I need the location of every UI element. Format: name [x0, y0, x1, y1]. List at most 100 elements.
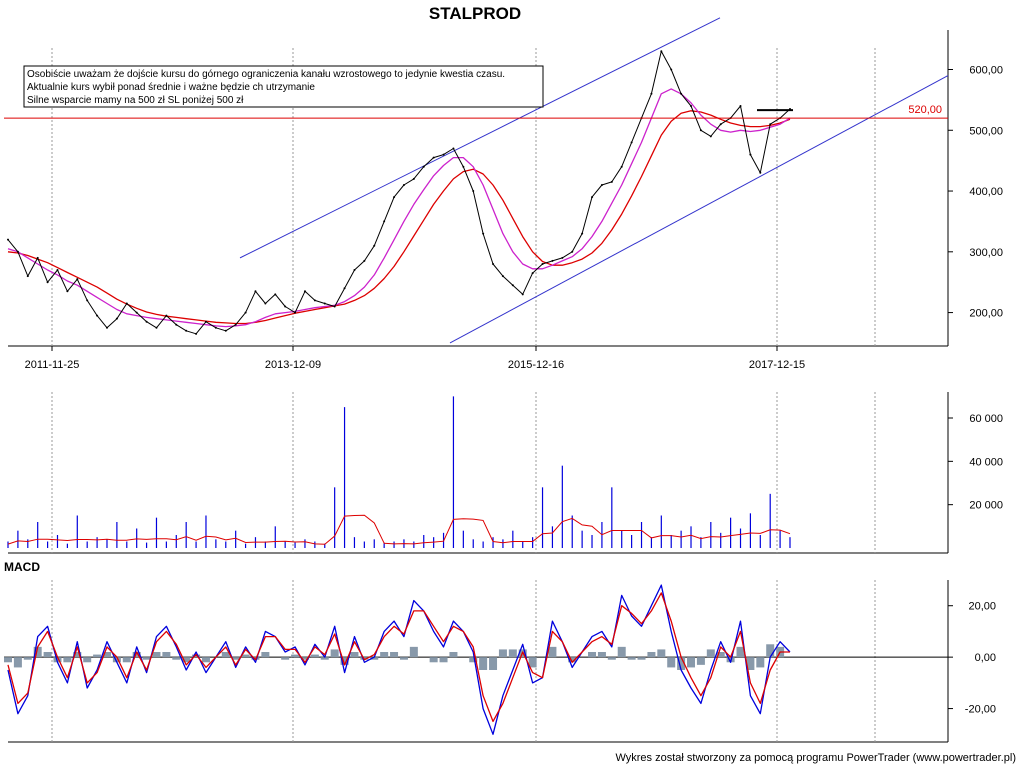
macd-histogram-bar: [281, 657, 290, 660]
macd-histogram-bar: [261, 652, 270, 658]
macd-histogram-bar: [479, 657, 488, 670]
macd-histogram-bar: [4, 657, 12, 663]
macd-histogram-bar: [162, 652, 171, 658]
macd-histogram-bar: [607, 657, 616, 660]
macd-histogram-bar: [241, 654, 250, 658]
price-point: [670, 68, 673, 71]
macd-histogram-bar: [310, 654, 319, 658]
price-point: [442, 153, 445, 156]
macd-histogram-bar: [687, 657, 696, 668]
macd-series: [4, 584, 791, 735]
price-point: [36, 256, 39, 259]
short-moving-average-line: [7, 88, 791, 328]
price-y-tick-label: 500,00: [969, 125, 1003, 137]
macd-histogram-bar: [102, 652, 111, 658]
price-point: [274, 293, 277, 296]
annotation-box: Osobiście uważam że dojście kursu do gór…: [23, 65, 544, 108]
price-point: [294, 311, 297, 314]
macd-histogram-bar: [627, 657, 636, 660]
macd-histogram-bar: [83, 657, 92, 663]
annotation-frame: [23, 65, 544, 108]
macd-histogram-bar: [399, 657, 408, 660]
price-point: [234, 323, 237, 326]
price-point: [521, 293, 524, 296]
macd-histogram-bar: [201, 657, 210, 663]
volume-panel: 20 000 40 000 60 000: [7, 392, 1003, 554]
price-point: [244, 311, 247, 314]
macd-histogram-bar: [142, 657, 151, 660]
lower-channel-line: [449, 75, 949, 344]
footer-credit: Wykres został stworzony za pomocą progra…: [615, 752, 1016, 764]
macd-histogram-bar: [449, 652, 458, 658]
macd-histogram-bar: [23, 657, 32, 660]
price-point: [76, 278, 79, 281]
price-point: [353, 269, 356, 272]
macd-line: [7, 584, 791, 735]
macd-histogram-bar: [291, 654, 300, 658]
annotation-line-1: Osobiście uważam że dojście kursu do gór…: [27, 69, 505, 80]
macd-histogram-bar: [122, 657, 131, 663]
price-point: [551, 259, 554, 262]
price-point: [105, 326, 108, 329]
volume-bars: [7, 396, 791, 548]
macd-histogram-bar: [756, 657, 765, 668]
price-point: [610, 180, 613, 183]
price-point: [690, 104, 693, 107]
macd-histogram-bar: [340, 657, 349, 665]
price-point: [581, 232, 584, 235]
price-series: [7, 17, 949, 344]
price-point: [383, 220, 386, 223]
macd-histogram-bar: [637, 657, 646, 660]
price-point: [492, 262, 495, 265]
price-y-tick-label: 400,00: [969, 186, 1003, 198]
price-point: [739, 104, 742, 107]
macd-histogram-bar: [33, 646, 42, 658]
price-y-tick-label: 200,00: [969, 308, 1003, 320]
price-point: [204, 320, 207, 323]
price-point: [175, 323, 178, 326]
price-point: [125, 302, 128, 305]
macd-y-tick-label: -20,00: [965, 704, 996, 716]
price-x-tick-label: 2011-11-25: [25, 359, 80, 371]
macd-histogram-bar: [192, 654, 201, 658]
macd-histogram-bar: [588, 652, 597, 658]
macd-histogram-bar: [132, 652, 141, 658]
macd-histogram-bar: [330, 649, 339, 658]
price-point: [313, 299, 316, 302]
macd-histogram-bar: [231, 657, 240, 660]
macd-panel: MACD -20,00 0,00 20,00: [4, 560, 996, 743]
price-point: [323, 302, 326, 305]
upper-channel-line: [239, 17, 721, 259]
macd-histogram-bar: [429, 657, 438, 663]
macd-histogram-bar: [13, 657, 22, 668]
macd-histogram-bar: [370, 657, 379, 660]
price-point: [620, 165, 623, 168]
annotation-line-2: Aktualnie kurs wybił ponad średnie i waż…: [27, 82, 315, 93]
macd-histogram-bar: [439, 657, 448, 663]
price-point: [363, 259, 366, 262]
price-point: [284, 305, 287, 308]
price-x-tick-label: 2015-12-16: [508, 359, 564, 371]
price-y-ticks: 200,00 300,00 400,00 500,00 600,00: [948, 65, 1003, 320]
price-y-tick-label: 600,00: [969, 65, 1003, 77]
macd-histogram-bar: [93, 654, 102, 658]
macd-histogram-bar: [390, 652, 399, 658]
macd-histogram-bar: [617, 646, 626, 658]
macd-histogram-bar: [43, 652, 52, 658]
macd-histogram-bar: [568, 657, 577, 663]
price-point: [412, 177, 415, 180]
support-level: 520,00: [4, 104, 948, 119]
price-point: [600, 183, 603, 186]
macd-histogram-bar: [112, 657, 121, 663]
macd-histogram-bar: [548, 646, 557, 658]
price-point: [333, 305, 336, 308]
macd-y-ticks: -20,00 0,00 20,00: [948, 601, 996, 716]
macd-histogram-bar: [716, 652, 725, 658]
macd-histogram-bar: [696, 657, 705, 665]
macd-histogram-bar: [53, 657, 62, 663]
price-x-tick-label: 2013-12-09: [265, 359, 321, 371]
macd-histogram-bar: [597, 652, 606, 658]
price-point: [709, 135, 712, 138]
macd-histogram-bar: [489, 657, 498, 670]
price-point: [541, 262, 544, 265]
